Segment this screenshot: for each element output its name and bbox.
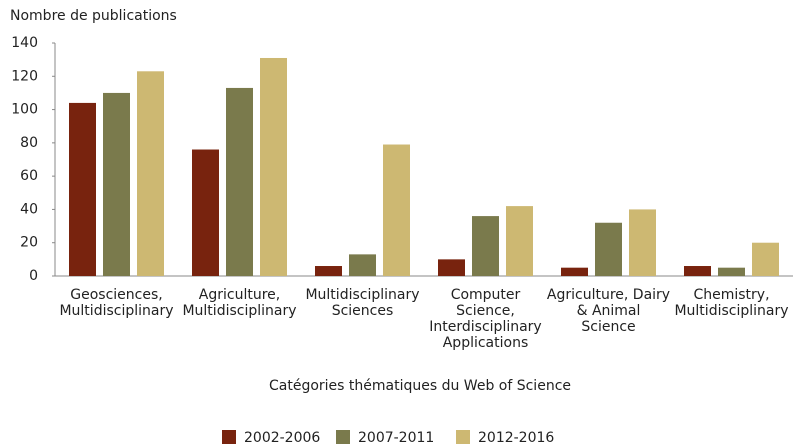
legend-swatch (336, 430, 350, 444)
bar (69, 102, 96, 277)
legend-label: 2007-2011 (358, 430, 434, 446)
x-tick-label: Chemistry, Multidisciplinary (674, 287, 789, 319)
y-tick-label: 40 (20, 201, 38, 217)
legend-label: 2012-2016 (478, 430, 554, 446)
x-tick-label: Agriculture, Multidisciplinary (182, 287, 297, 319)
x-axis-label: Catégories thématiques du Web of Science (269, 378, 571, 394)
bar (315, 266, 342, 276)
bar (349, 254, 376, 276)
bar (260, 57, 287, 276)
bar (192, 149, 219, 276)
bar (752, 242, 779, 276)
bar (506, 206, 533, 276)
bar (561, 267, 588, 276)
bar (137, 71, 164, 277)
y-tick-label: 100 (11, 102, 38, 118)
y-axis-label: Nombre de publications (10, 8, 177, 24)
y-tick-label: 60 (20, 168, 38, 184)
x-tick-label: Multidisciplinary Sciences (305, 287, 420, 319)
bar (383, 144, 410, 276)
y-tick-label: 0 (29, 268, 38, 284)
bar (595, 222, 622, 276)
bar (472, 216, 499, 276)
legend-swatch (222, 430, 236, 444)
bar (226, 87, 253, 276)
bar (438, 259, 465, 276)
x-tick-label: Geosciences, Multidisciplinary (59, 287, 174, 319)
x-tick-label: Computer Science, Interdisciplinary Appl… (429, 287, 542, 351)
y-tick-label: 140 (11, 35, 38, 51)
legend-swatch (456, 430, 470, 444)
y-tick-label: 20 (20, 235, 38, 251)
x-tick-label: Agriculture, Dairy & Animal Science (546, 287, 671, 335)
y-tick-label: 120 (11, 68, 38, 84)
legend-label: 2002-2006 (244, 430, 320, 446)
y-tick-label: 80 (20, 135, 38, 151)
bar (629, 209, 656, 276)
bar (684, 266, 711, 276)
bar (103, 92, 130, 276)
bar (718, 267, 745, 276)
